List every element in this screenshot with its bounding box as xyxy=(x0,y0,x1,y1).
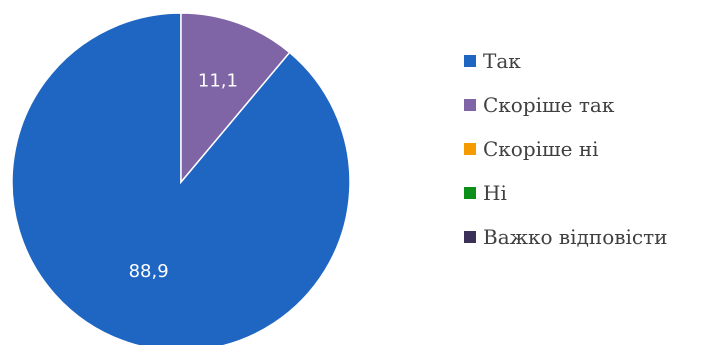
data-label-0: 88,9 xyxy=(129,261,169,282)
legend-swatch xyxy=(464,230,476,243)
legend-label: Скоріше так xyxy=(483,92,615,117)
legend-item-vazhko-vidpovisty: Важко відповісти xyxy=(464,221,668,252)
legend-item-ni: Ні xyxy=(464,177,668,208)
pie-data-labels: 88,9 11,1 xyxy=(129,70,238,282)
pie-slice-0 xyxy=(11,12,351,345)
legend-label: Важко відповісти xyxy=(483,224,668,249)
pie-slice-1 xyxy=(180,12,291,185)
legend-label: Ні xyxy=(483,180,507,205)
legend-swatch xyxy=(464,142,476,155)
legend-item-tak: Так xyxy=(464,45,668,76)
legend-swatch xyxy=(464,98,476,111)
data-label-1: 11,1 xyxy=(198,70,238,91)
legend-label: Так xyxy=(483,48,521,73)
legend-item-skorishe-ni: Скоріше ні xyxy=(464,133,668,164)
chart-legend: Так Скоріше так Скоріше ні Ні Важко відп… xyxy=(464,45,668,252)
legend-item-skorishe-tak: Скоріше так xyxy=(464,89,668,120)
legend-label: Скоріше ні xyxy=(483,136,599,161)
legend-swatch xyxy=(464,54,476,67)
legend-swatch xyxy=(464,186,476,199)
pie-slices xyxy=(11,12,351,345)
